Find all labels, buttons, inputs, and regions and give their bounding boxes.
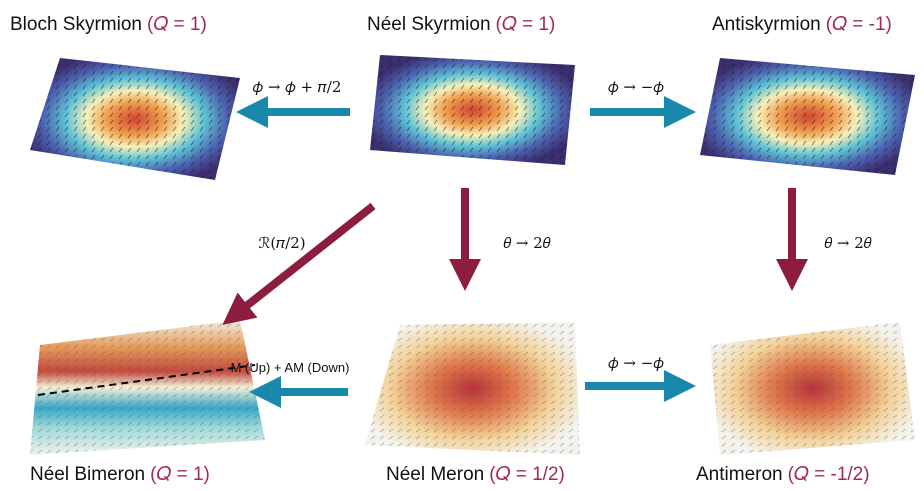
node-name: Bloch Skyrmion <box>10 14 142 35</box>
diagram: 𝜙 → 𝜙 + 𝜋/2 𝜙 → −𝜙 𝜃 → 2𝜃 𝜃 → 2𝜃 ℛ(𝜋/2) … <box>0 0 924 491</box>
arrow-label: 𝜙 → 𝜙 + 𝜋/2 <box>253 78 342 96</box>
textures <box>30 55 915 455</box>
node-charge: (𝑄 = -1) <box>826 14 892 35</box>
node-label: Bloch Skyrmion(𝑄 = 1) <box>10 14 207 35</box>
node-label: Néel Meron(𝑄 = 1/2) <box>386 464 565 485</box>
node-name: Néel Bimeron <box>30 464 145 485</box>
arrow-label: ℛ(𝜋/2) <box>258 234 305 252</box>
node-label: Antiskyrmion(𝑄 = -1) <box>712 14 892 35</box>
arrow-label: 𝜙 → −𝜙 <box>608 354 664 372</box>
node-label: Antimeron(𝑄 = -1/2) <box>696 464 870 485</box>
node-name: Néel Meron <box>386 464 484 485</box>
node-charge: (𝑄 = 1) <box>150 464 210 485</box>
node-charge: (𝑄 = -1/2) <box>788 464 870 485</box>
node-name: Antiskyrmion <box>712 14 821 35</box>
node-label: Néel Skyrmion(𝑄 = 1) <box>367 14 555 35</box>
node-charge: (𝑄 = 1) <box>496 14 556 35</box>
node-charge: (𝑄 = 1/2) <box>489 464 565 485</box>
node-name: Antimeron <box>696 464 783 485</box>
arrow-label: M (Up) + AM (Down) <box>231 360 350 375</box>
node-charge: (𝑄 = 1) <box>147 14 207 35</box>
arrow-label: 𝜃 → 2𝜃 <box>825 234 872 252</box>
arrow-label: 𝜙 → −𝜙 <box>608 78 664 96</box>
node-name: Néel Skyrmion <box>367 14 491 35</box>
node-label: Néel Bimeron(𝑄 = 1) <box>30 464 210 485</box>
arrow-label: 𝜃 → 2𝜃 <box>504 234 551 252</box>
